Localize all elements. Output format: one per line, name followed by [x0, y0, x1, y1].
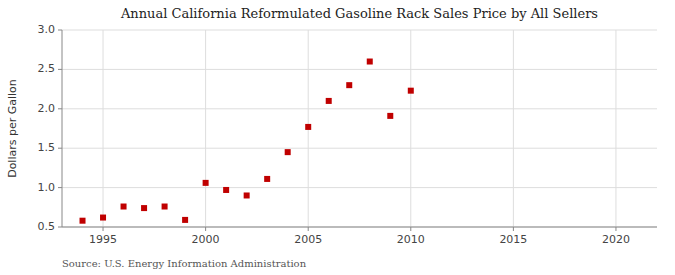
tick-label: 2010 — [397, 233, 425, 246]
point — [264, 176, 270, 182]
tick-label: 2.0 — [38, 102, 56, 115]
grid-line — [62, 69, 657, 70]
tick-mark — [308, 227, 309, 231]
point — [305, 124, 311, 130]
grid-line — [62, 108, 657, 109]
tick-mark — [58, 187, 62, 188]
tick-label: 1995 — [89, 233, 117, 246]
source: Source: U.S. Energy Information Administ… — [62, 258, 307, 269]
tick-label: 2020 — [602, 233, 630, 246]
grid-line — [103, 30, 104, 227]
point — [387, 113, 393, 119]
tick-mark — [58, 69, 62, 70]
points — [80, 59, 414, 224]
title: Annual California Reformulated Gasoline … — [120, 6, 598, 21]
axes: 0.5 1.0 1.5 2.0 2.5 3.0 1995 2000 2005 2010 2015 20… — [38, 23, 658, 246]
point — [408, 88, 414, 94]
point — [182, 217, 188, 223]
point — [141, 205, 147, 211]
tick-label: 1.5 — [38, 141, 56, 154]
point — [223, 187, 229, 193]
grid-line — [513, 30, 514, 227]
grid-line — [615, 30, 616, 227]
grid — [62, 30, 657, 227]
point — [367, 59, 373, 65]
point — [244, 192, 250, 198]
tick-label: 2005 — [294, 233, 322, 246]
tick-mark — [513, 227, 514, 231]
tick-label: 3.0 — [38, 23, 56, 36]
tick-label: 2.5 — [38, 62, 56, 75]
y-axis-line — [62, 30, 63, 227]
point — [162, 204, 168, 210]
tick-mark — [58, 30, 62, 31]
point — [346, 82, 352, 88]
tick-label: 2015 — [499, 233, 527, 246]
point — [285, 149, 291, 155]
grid-line — [62, 148, 657, 149]
tick-mark — [58, 227, 62, 228]
grid-line — [410, 30, 411, 227]
tick-mark — [58, 108, 62, 109]
grid-line — [62, 30, 657, 31]
chart: 0.5 1.0 1.5 2.0 2.5 3.0 1995 2000 2005 2010 2015 20… — [0, 0, 675, 275]
grid-line — [205, 30, 206, 227]
point — [203, 180, 209, 186]
y-axis-label: Dollars per Gallon — [6, 79, 19, 178]
x-axis-line — [62, 227, 657, 228]
point — [326, 98, 332, 104]
tick-label: 0.5 — [38, 220, 56, 233]
tick-label: 2000 — [192, 233, 220, 246]
point — [121, 204, 127, 210]
tick-label: 1.0 — [38, 181, 56, 194]
tick-mark — [615, 227, 616, 231]
grid-line — [62, 187, 657, 188]
tick-mark — [410, 227, 411, 231]
tick-mark — [205, 227, 206, 231]
tick-mark — [103, 227, 104, 231]
point — [80, 218, 86, 224]
point — [100, 215, 106, 221]
tick-mark — [58, 148, 62, 149]
grid-line — [62, 227, 657, 228]
